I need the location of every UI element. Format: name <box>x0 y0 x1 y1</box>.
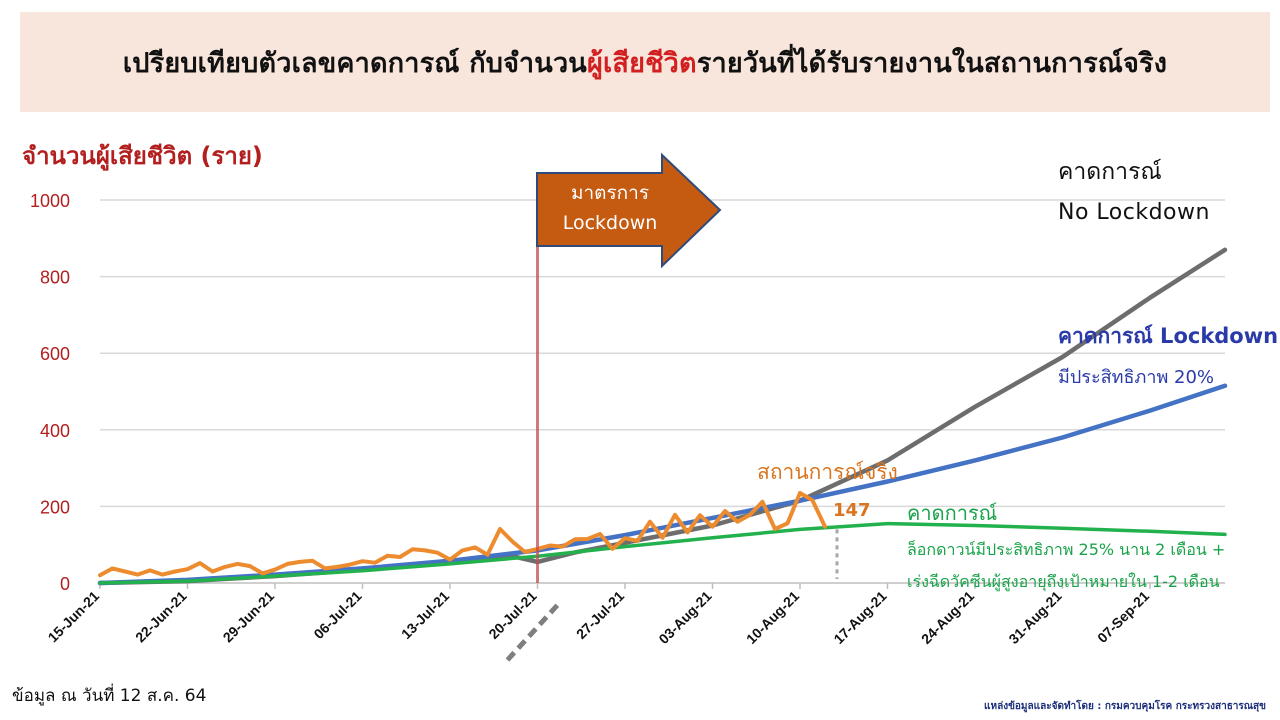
series-line-vaccine <box>98 521 1227 585</box>
x-tick-label-22-Jun-21: 22-Jun-21 <box>132 588 190 646</box>
annotation-nolockdown-line2: No Lockdown <box>1058 200 1210 225</box>
x-tick-label-31-Aug-21: 31-Aug-21 <box>1005 588 1064 647</box>
annotation-vaccine-line3: เร่งฉีดวัคซีนผู้สูงอายุถึงเป้าหมายใน 1-2… <box>907 572 1220 591</box>
y-tick-label-1000: 1000 <box>30 191 70 211</box>
series-line-actual <box>98 491 827 578</box>
annotation-actual: สถานการณ์จริง <box>757 460 898 484</box>
title-band: เปรียบเทียบตัวเลขคาดการณ์ กับจำนวนผู้เสี… <box>20 12 1270 112</box>
lockdown-arrow-line2: Lockdown <box>562 212 658 234</box>
y-tick-label-200: 200 <box>40 497 70 517</box>
annotation-vaccine-line1: คาดการณ์ <box>907 501 998 525</box>
y-tick-label-600: 600 <box>40 344 70 364</box>
title-part2: รายวันที่ได้รับรายงานในสถานการณ์จริง <box>696 47 1168 79</box>
lockdown-arrow-line1: มาตรการ <box>570 182 650 204</box>
lockdown-arrow-label: มาตรการ Lockdown <box>540 178 680 238</box>
y-tick-label-0: 0 <box>60 574 70 594</box>
lockdown-arrow <box>536 152 722 269</box>
data-as-of: ข้อมูล ณ วันที่ 12 ส.ค. 64 <box>12 686 207 706</box>
x-tick-label-10-Aug-21: 10-Aug-21 <box>743 588 802 647</box>
annotation-nolockdown-line1: คาดการณ์ <box>1058 159 1162 185</box>
title-highlight: ผู้เสียชีวิต <box>586 47 697 79</box>
y-tick-label-400: 400 <box>40 421 70 441</box>
annotation-vaccine-line2: ล็อกดาวน์มีประสิทธิภาพ 25% นาน 2 เดือน + <box>907 540 1226 559</box>
lockdown-dash-segment <box>505 603 560 662</box>
y-tick-label-800: 800 <box>40 268 70 288</box>
annotation-lockdown-line1: คาดการณ์ Lockdown <box>1058 324 1279 348</box>
y-axis-label: จำนวนผู้เสียชีวิต (ราย) <box>22 142 263 170</box>
x-tick-label-03-Aug-21: 03-Aug-21 <box>655 588 714 647</box>
x-tick-label-24-Aug-21: 24-Aug-21 <box>918 588 977 647</box>
annotation-lockdown-line2: มีประสิทธิภาพ 20% <box>1058 367 1215 388</box>
source-credit: แหล่งข้อมูลและจัดทำโดย : กรมควบคุมโรค กร… <box>984 701 1266 712</box>
title-part1: เปรียบเทียบตัวเลขคาดการณ์ กับจำนวน <box>122 47 587 79</box>
page-title: เปรียบเทียบตัวเลขคาดการณ์ กับจำนวนผู้เสี… <box>123 41 1167 84</box>
series-line-nolockdown <box>97 247 1228 586</box>
x-tick-label-29-Jun-21: 29-Jun-21 <box>220 588 278 646</box>
annotation-last-value: 147 <box>833 500 871 521</box>
x-tick-label-13-Jul-21: 13-Jul-21 <box>398 588 452 642</box>
x-tick-label-27-Jul-21: 27-Jul-21 <box>573 588 627 642</box>
x-tick-label-07-Sep-21: 07-Sep-21 <box>1094 588 1152 646</box>
x-tick-label-06-Jul-21: 06-Jul-21 <box>310 588 364 642</box>
x-tick-label-17-Aug-21: 17-Aug-21 <box>830 588 889 647</box>
x-tick-label-15-Jun-21: 15-Jun-21 <box>45 588 103 646</box>
